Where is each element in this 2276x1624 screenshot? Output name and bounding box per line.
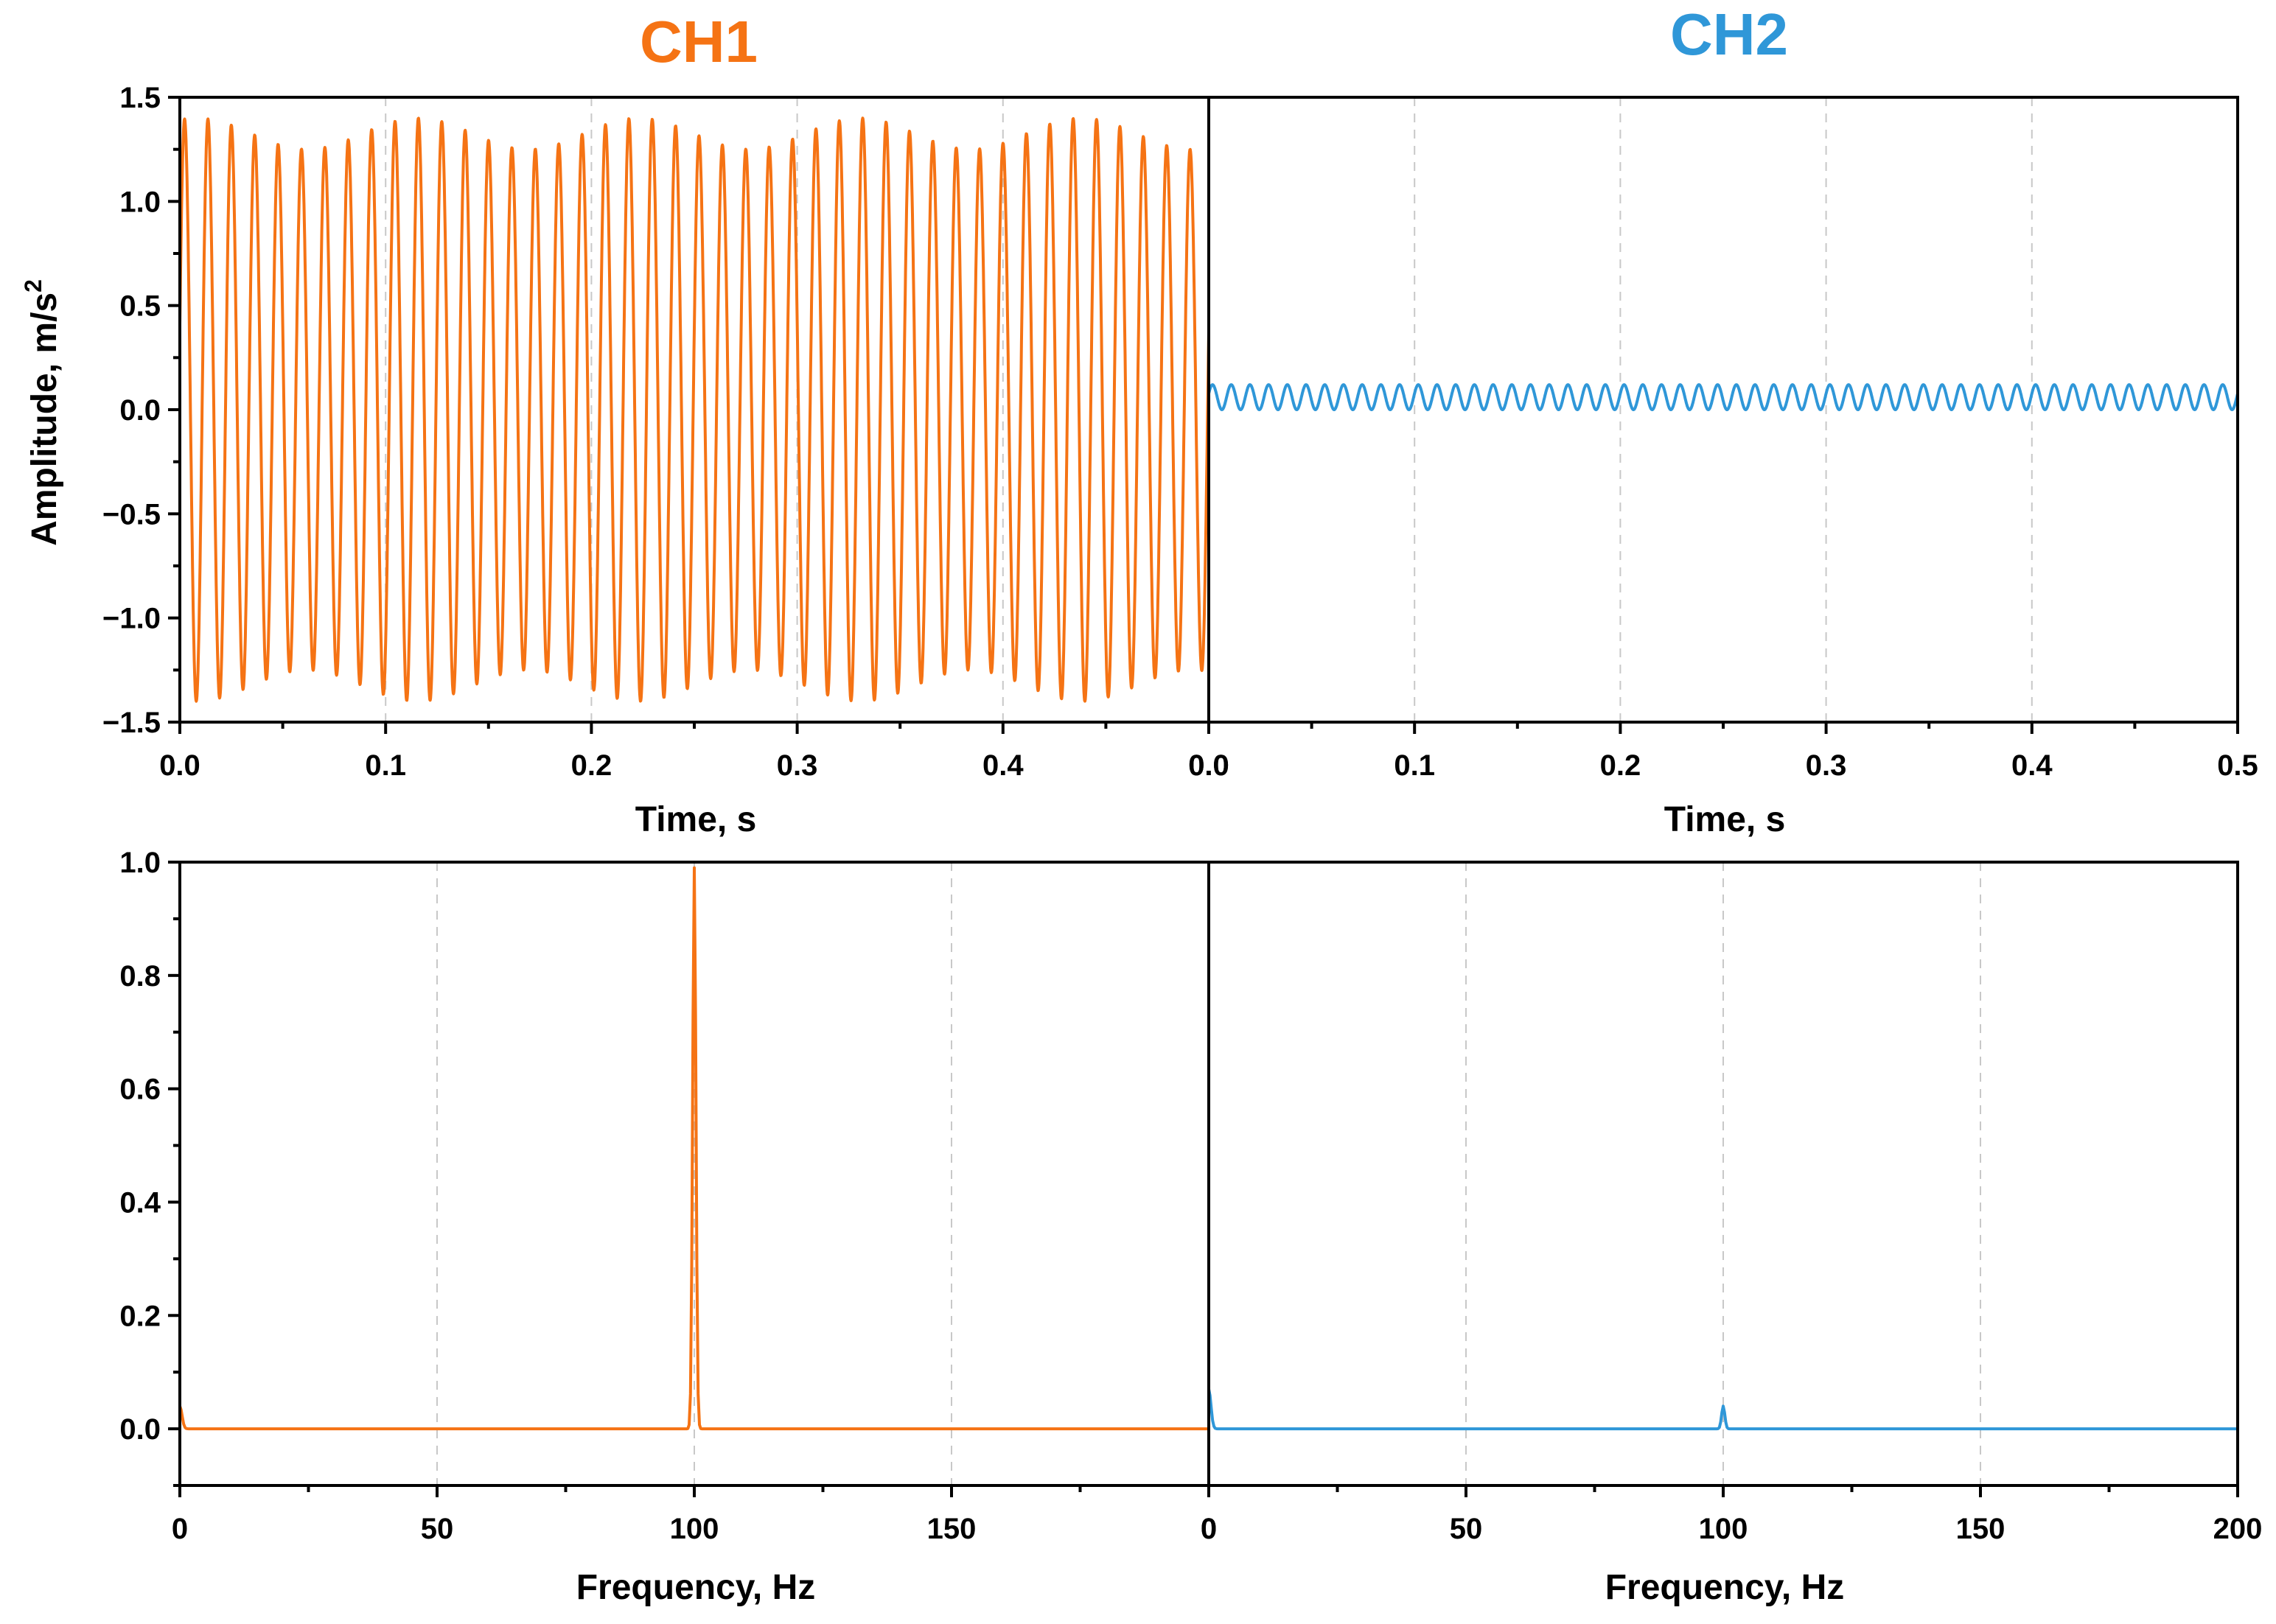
x-tick-label: 0.0 — [1188, 749, 1229, 782]
y-tick-label: 0.2 — [119, 1300, 161, 1332]
panel-title-ch2: CH2 — [1670, 1, 1788, 67]
x-tick-label: 50 — [1450, 1513, 1483, 1545]
x-tick-label: 50 — [421, 1513, 454, 1545]
ch1-spectrum-panel: 0 50 100 150 0 Frequency, Hz 1.0 0.8 0.6 0.4 0.2 0.… — [119, 847, 1217, 1607]
y-tick-label: 1.0 — [119, 847, 161, 879]
y-tick-label: 1.0 — [119, 186, 161, 218]
x-tick-label: 0 — [172, 1513, 188, 1545]
y-tick-label: 0.5 — [119, 290, 161, 323]
x-tick-label: 0.5 — [2217, 749, 2258, 782]
x-tick-label: 0.2 — [1600, 749, 1641, 782]
x-tick-label: 0.3 — [777, 749, 818, 782]
x-tick-label: 0.4 — [2011, 749, 2053, 782]
x-axis-title: Time, s — [1664, 800, 1786, 839]
x-tick-label: 200 — [2213, 1513, 2263, 1545]
x-tick-label: 0 — [1201, 1513, 1217, 1545]
x-tick-label: 0.1 — [365, 749, 406, 782]
y-tick-label: 1.5 — [119, 82, 161, 114]
y-tick-label: 0.6 — [119, 1074, 161, 1106]
x-tick-label: 150 — [1956, 1513, 2006, 1545]
x-tick-label: 0.4 — [982, 749, 1024, 782]
ch2-spectrum-panel: 0 50 100 150 200 Frequency, Hz — [1201, 861, 2263, 1607]
y-axis-title-time: Amplitude, m/s2 — [20, 279, 64, 546]
y-tick-label: 0.8 — [119, 960, 161, 993]
x-tick-label: 0.2 — [571, 749, 612, 782]
ch2-time-panel: 0.0 0.1 0.2 0.3 0.4 0.5 Time, s — [1188, 96, 2258, 839]
panel-title-ch1: CH1 — [640, 9, 758, 74]
x-tick-label: 0.0 — [1188, 749, 1229, 782]
x-tick-label: 0 — [1201, 1513, 1217, 1545]
y-tick-label: 0.0 — [119, 1413, 161, 1446]
series-line-ch2 — [1207, 1388, 2238, 1431]
y-tick-label: −1.5 — [102, 707, 161, 739]
ch1-time-panel: 0.0 0.1 0.2 0.3 0.4 0.0 Time, s 1.5 1.0 0.5 0.0 −0.… — [102, 82, 1229, 839]
series-line-ch2 — [1207, 383, 2239, 411]
x-tick-label: 0.1 — [1394, 749, 1435, 782]
x-tick-label: 150 — [927, 1513, 977, 1545]
x-axis-title: Frequency, Hz — [576, 1568, 816, 1607]
x-axis-title: Frequency, Hz — [1605, 1568, 1845, 1607]
x-axis-title: Time, s — [635, 800, 757, 839]
y-tick-label: −1.0 — [102, 603, 161, 635]
y-tick-label: −0.5 — [102, 498, 161, 531]
y-tick-label: 0.4 — [119, 1186, 161, 1219]
series-line-ch1 — [178, 116, 1210, 703]
x-tick-label: 0.3 — [1806, 749, 1847, 782]
x-tick-label: 0.0 — [159, 749, 200, 782]
y-tick-label: 0.0 — [119, 394, 161, 427]
x-tick-label: 100 — [670, 1513, 719, 1545]
series-line-ch1 — [178, 866, 1209, 1431]
x-tick-label: 100 — [1699, 1513, 1748, 1545]
